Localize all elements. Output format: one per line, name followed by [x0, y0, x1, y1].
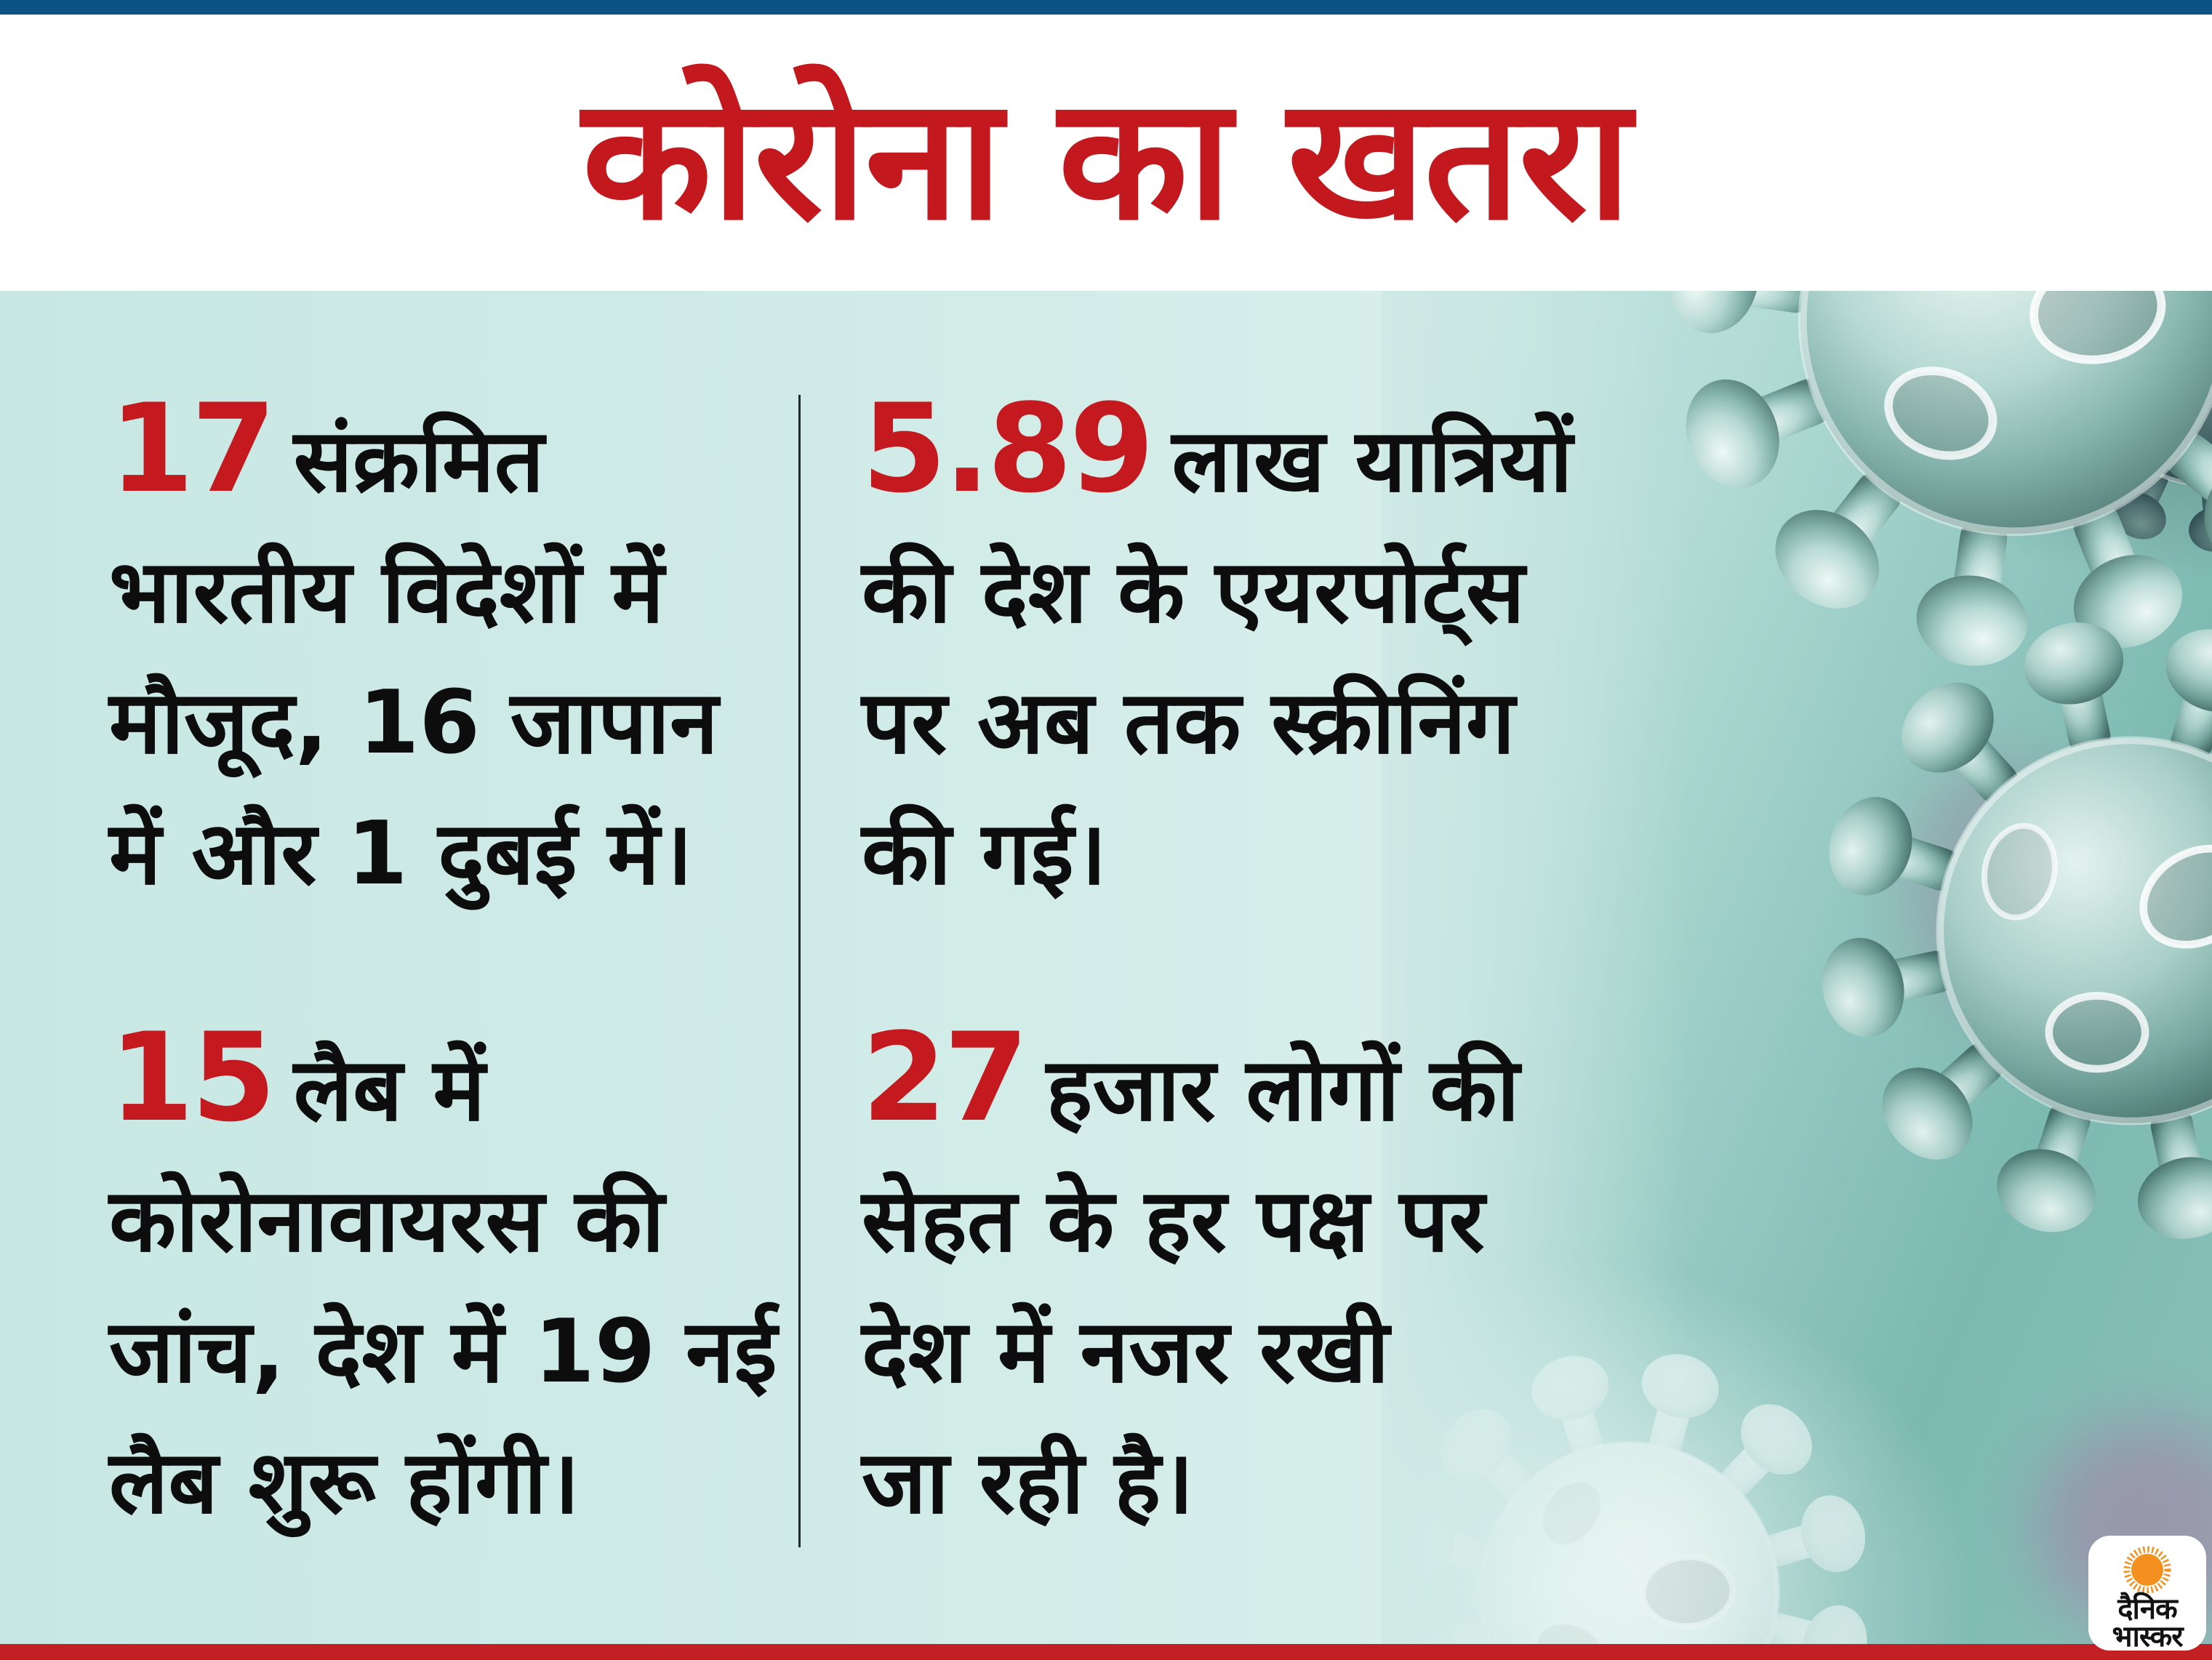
top-blue-bar — [0, 0, 2212, 15]
stat-line: देश में नजर रखी — [862, 1302, 1390, 1403]
page-title: कोरोना का खतरा — [582, 61, 1632, 257]
stat-number: 15 — [109, 1006, 276, 1149]
column-divider-line — [798, 395, 801, 1547]
stat-text: संक्रमित — [293, 411, 545, 512]
stats-column-right: 5.89 लाख यात्रियों की देश के एयरपोर्ट्स प… — [862, 388, 1573, 1644]
sun-icon — [2123, 1546, 2171, 1594]
stat-line: 17 संक्रमित — [109, 388, 785, 527]
logo-text-line1: दैनिक — [2117, 1592, 2178, 1626]
stat-text: हजार लोगों की — [1046, 1040, 1520, 1141]
stat-line: लैब शुरू होंगी। — [109, 1432, 580, 1533]
stat-infected-abroad: 17 संक्रमित भारतीय विदेशों में मौजूद, 16 … — [109, 388, 785, 920]
stat-line: की गई। — [862, 803, 1107, 905]
virus-photo-area — [1382, 291, 2212, 1644]
stat-text: लाख यात्रियों — [1171, 411, 1573, 512]
stat-line: में और 1 दुबई में। — [109, 803, 693, 905]
stat-number: 17 — [109, 377, 276, 520]
stat-line: जांच, देश में 19 नई — [109, 1302, 777, 1403]
stat-health-monitoring: 27 हजार लोगों की सेहत के हर पक्ष पर देश म… — [862, 1017, 1520, 1549]
stat-line: पर अब तक स्क्रीनिंग — [862, 673, 1515, 774]
stat-line: कोरोनावायरस की — [109, 1171, 665, 1272]
coronavirus-illustration-large-middle — [1742, 542, 2212, 1318]
dainik-bhaskar-logo: दैनिक भास्कर — [2088, 1536, 2206, 1651]
stat-line: जा रही है। — [862, 1432, 1194, 1533]
stat-labs-testing: 15 लैब में कोरोनावायरस की जांच, देश में 1… — [109, 1017, 785, 1549]
header-band: कोरोना का खतरा — [0, 15, 2212, 291]
logo-text-line2: भास्कर — [2112, 1620, 2183, 1653]
photo-left-fade — [1382, 291, 1687, 1644]
stat-number: 27 — [862, 1006, 1029, 1149]
stat-airport-screening: 5.89 लाख यात्रियों की देश के एयरपोर्ट्स प… — [862, 388, 1573, 920]
stat-line: 15 लैब में — [109, 1017, 785, 1156]
content-area: 17 संक्रमित भारतीय विदेशों में मौजूद, 16 … — [0, 291, 2212, 1644]
stat-line: सेहत के हर पक्ष पर — [862, 1171, 1485, 1272]
stat-line: 27 हजार लोगों की — [862, 1017, 1520, 1156]
bottom-red-bar — [0, 1644, 2212, 1660]
stat-text: लैब में — [293, 1040, 486, 1141]
stat-number: 5.89 — [862, 377, 1155, 520]
stat-line: की देश के एयरपोर्ट्स — [862, 542, 1525, 643]
stat-line: 5.89 लाख यात्रियों — [862, 388, 1573, 527]
stats-column-left: 17 संक्रमित भारतीय विदेशों में मौजूद, 16 … — [109, 388, 785, 1644]
stat-line: मौजूद, 16 जापान — [109, 673, 718, 774]
stat-line: भारतीय विदेशों में — [109, 542, 665, 643]
